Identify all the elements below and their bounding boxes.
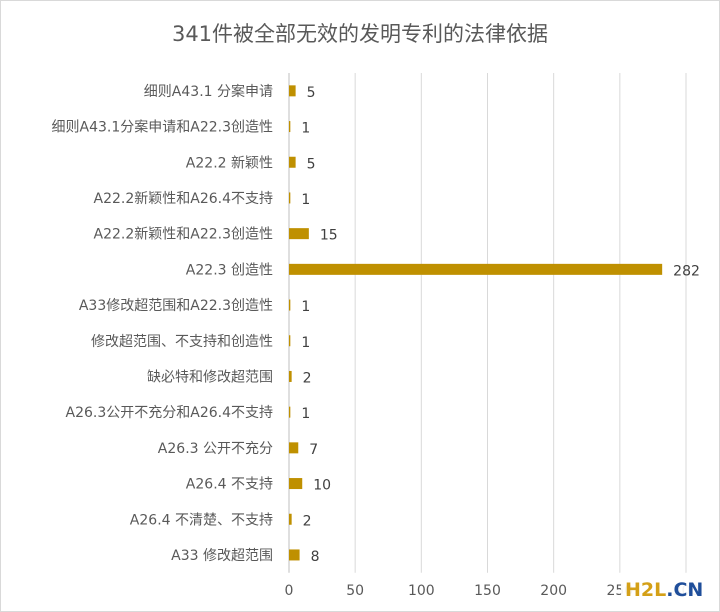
category-label: A26.3公开不充分和A26.4不支持 (66, 405, 274, 421)
bar (289, 513, 292, 525)
value-label: 1 (301, 406, 310, 422)
value-label: 5 (307, 156, 316, 172)
category-label: A22.2新颖性和A26.4不支持 (94, 191, 274, 207)
bar (289, 442, 299, 454)
x-tick-label: 50 (346, 583, 364, 599)
value-label: 1 (301, 299, 310, 315)
bar (289, 299, 291, 311)
category-label: A26.4 不清楚、不支持 (130, 512, 273, 528)
watermark-logo: H2L.CN (621, 579, 708, 601)
bar (289, 263, 663, 275)
chart-title: 341件被全部无效的发明专利的法律依据 (172, 22, 548, 46)
value-label: 2 (303, 370, 312, 386)
bar (289, 370, 292, 382)
category-label: 修改超范围、不支持和创造性 (91, 333, 273, 350)
category-label: A33修改超范围和A22.3创造性 (79, 297, 273, 314)
value-label: 1 (301, 121, 310, 137)
bar (289, 478, 303, 490)
bars (289, 85, 663, 561)
x-tick-label: 150 (474, 583, 501, 599)
category-label: A22.2新颖性和A22.3创造性 (94, 227, 274, 243)
x-tick-label: 0 (285, 583, 294, 599)
category-label: 细则A43.1分案申请和A22.3创造性 (52, 119, 274, 136)
category-label: A33 修改超范围 (171, 547, 273, 564)
category-label: A26.3 公开不充分 (158, 441, 273, 457)
value-label: 1 (301, 192, 310, 208)
category-label: 缺必特和修改超范围 (147, 368, 273, 385)
bar (289, 121, 291, 133)
category-label: A22.2 新颖性 (186, 155, 273, 171)
value-label: 10 (313, 478, 331, 494)
bar (289, 192, 291, 204)
value-label: 15 (320, 228, 338, 244)
category-label: A22.3 创造性 (186, 262, 273, 278)
value-label: 2 (303, 513, 312, 529)
bar (289, 85, 296, 97)
value-label: 8 (311, 549, 320, 565)
value-label: 282 (673, 263, 700, 279)
x-tick-label: 200 (540, 583, 567, 599)
bar (289, 156, 296, 168)
x-tick-label: 100 (408, 583, 435, 599)
grid-lines (288, 73, 687, 573)
watermark-part-b: .CN (666, 579, 704, 601)
labels: 050100150200250300细则A43.1 分案申请5细则A43.1分案… (52, 83, 700, 599)
bar (289, 406, 291, 418)
category-label: A26.4 不支持 (186, 477, 273, 493)
watermark-part-a: H2L (625, 579, 667, 601)
value-label: 5 (307, 85, 316, 101)
value-label: 7 (309, 442, 318, 458)
bar (289, 335, 291, 347)
category-label: 细则A43.1 分案申请 (144, 83, 273, 100)
bar (289, 228, 309, 240)
bar (289, 549, 300, 561)
value-label: 1 (301, 335, 310, 351)
